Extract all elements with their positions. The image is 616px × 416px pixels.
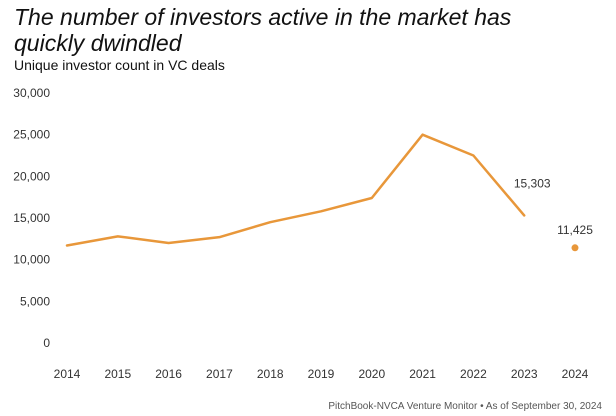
y-tick-label: 5,000 xyxy=(20,294,50,308)
y-tick-label: 25,000 xyxy=(13,128,50,142)
x-tick-label: 2015 xyxy=(104,367,131,381)
source-note: PitchBook-NVCA Venture Monitor • As of S… xyxy=(328,401,602,412)
data-point-2024 xyxy=(571,244,579,252)
y-tick-label: 10,000 xyxy=(13,253,50,267)
x-tick-label: 2021 xyxy=(409,367,436,381)
x-tick-label: 2022 xyxy=(460,367,487,381)
chart-title: The number of investors active in the ma… xyxy=(14,4,512,56)
y-tick-label: 0 xyxy=(43,336,50,350)
x-tick-label: 2016 xyxy=(155,367,182,381)
y-tick-label: 30,000 xyxy=(13,86,50,100)
x-tick-label: 2018 xyxy=(257,367,284,381)
x-tick-label: 2024 xyxy=(562,367,589,381)
data-label: 11,425 xyxy=(557,223,593,237)
data-label: 15,303 xyxy=(514,176,551,190)
y-tick-label: 15,000 xyxy=(13,211,50,225)
y-tick-label: 20,000 xyxy=(13,169,50,183)
x-tick-label: 2020 xyxy=(358,367,385,381)
chart-subtitle: Unique investor count in VC deals xyxy=(14,57,225,73)
series-line xyxy=(65,133,526,247)
x-tick-label: 2017 xyxy=(206,367,233,381)
x-tick-label: 2023 xyxy=(511,367,538,381)
x-tick-label: 2019 xyxy=(308,367,335,381)
x-tick-label: 2014 xyxy=(54,367,81,381)
